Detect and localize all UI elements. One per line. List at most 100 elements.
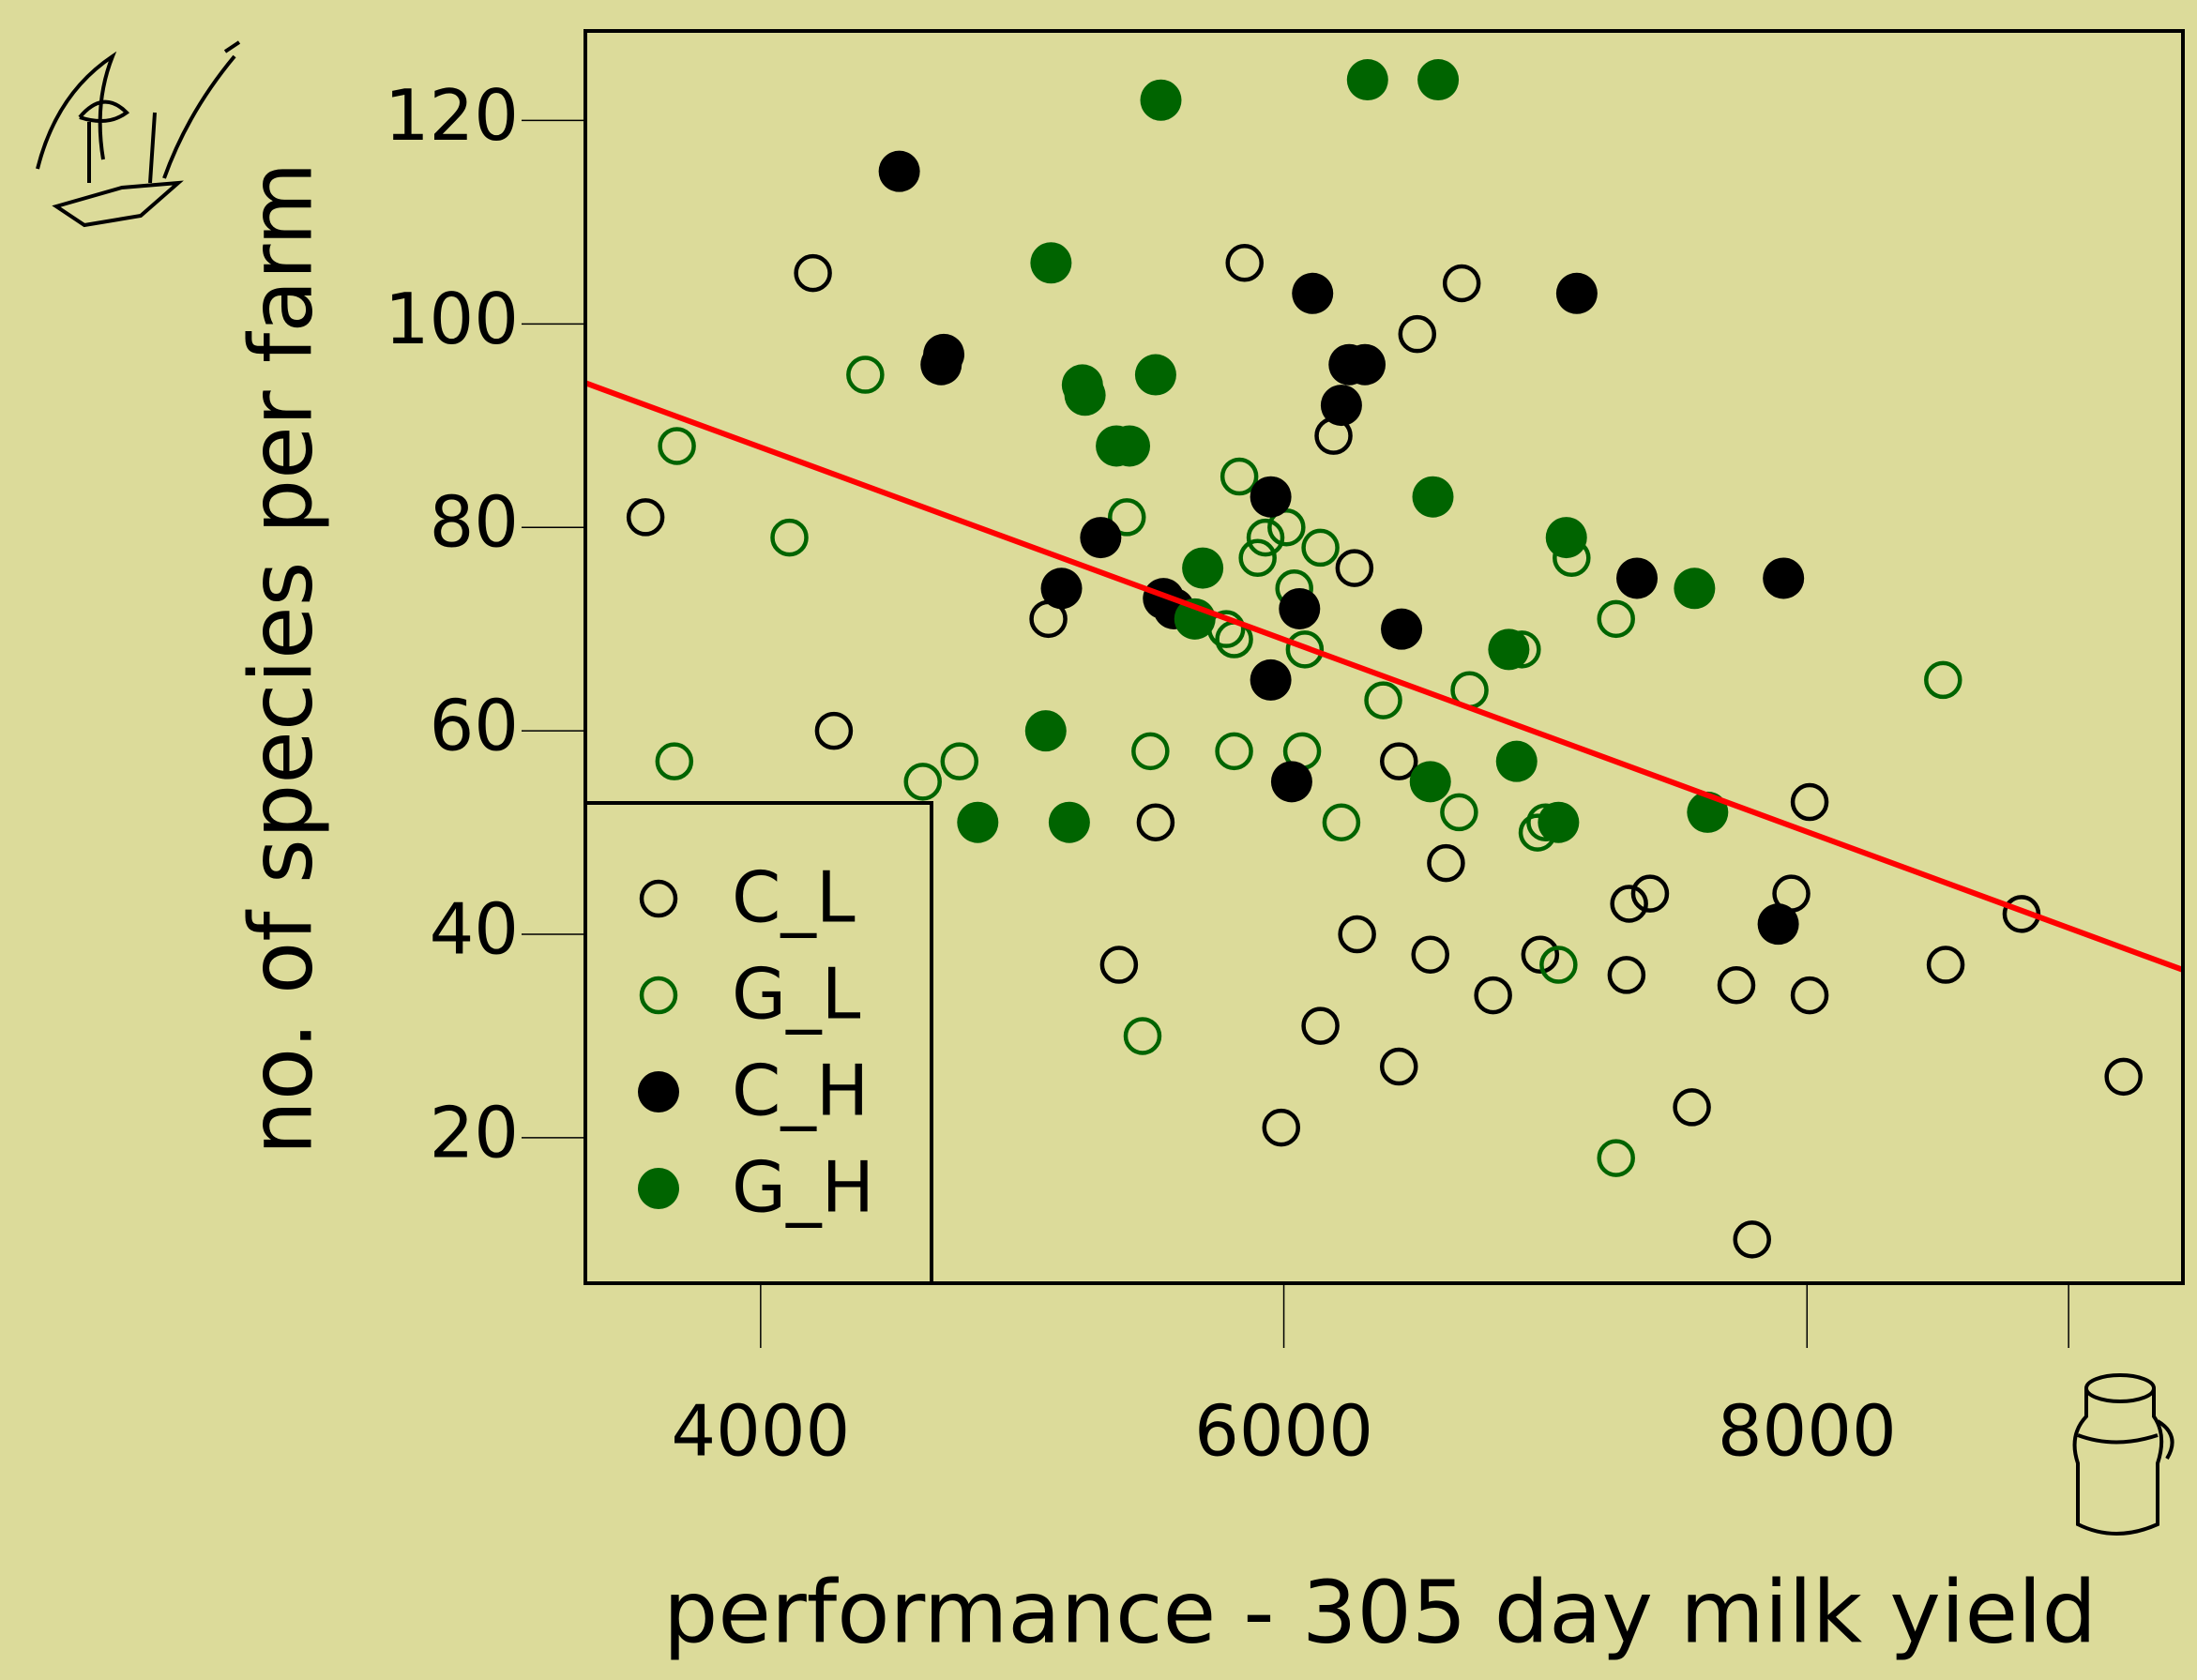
point [1109,425,1151,467]
point [1279,587,1321,629]
point [1380,1047,1418,1086]
legend-symbol [639,879,678,918]
y-axis-title: no. of species per farm [231,162,331,1156]
point [1442,264,1481,303]
point [1335,549,1374,587]
point [1048,801,1090,843]
point [1763,557,1805,599]
point [878,150,920,192]
point [1267,507,1306,547]
point [1322,803,1361,841]
point [940,742,979,780]
x-tick-label: 8000 [1718,1390,1897,1473]
point [1338,915,1376,954]
point [1225,244,1264,282]
point [1099,946,1139,984]
point [903,763,942,801]
legend-label: C_H [732,1050,869,1132]
point [1140,79,1182,121]
point [626,498,665,537]
point [1597,599,1635,639]
y-tick-label: 80 [430,481,519,564]
point [1380,742,1418,780]
point [1080,517,1122,559]
x-tick-label: 4000 [671,1390,850,1473]
point [1262,1108,1301,1147]
point [658,427,696,465]
y-tick-label: 60 [430,685,519,767]
x-tick-label: 6000 [1194,1390,1373,1473]
point [1674,568,1716,610]
point [1790,782,1829,822]
point [1539,946,1578,984]
point [1630,874,1670,913]
legend-label: G_H [732,1146,874,1229]
point [2104,1057,2143,1097]
point [957,801,999,843]
point [814,711,854,750]
point [1412,476,1454,518]
point [1381,608,1423,650]
y-tick-label: 100 [385,278,519,360]
legend-label: G_L [732,953,861,1036]
point [1131,732,1170,771]
point [1136,803,1175,841]
point [1134,354,1176,396]
point [1344,343,1386,386]
point [1292,272,1334,314]
point [1610,885,1648,923]
point [1040,568,1083,610]
point [794,253,832,293]
point [1607,956,1646,994]
point [1215,732,1253,771]
y-tick-label: 40 [430,888,519,971]
point [1790,976,1829,1015]
point [1417,59,1460,101]
point [1270,761,1312,803]
point [1733,1220,1771,1259]
legend-label: C_L [732,856,856,939]
x-axis-title: performance - 305 day milk yield [663,1562,2097,1662]
legend-symbol [638,1168,679,1209]
point [846,356,885,394]
point [1538,801,1580,843]
point [1346,59,1388,101]
point [1717,965,1756,1005]
point [1398,314,1437,354]
point [1123,1017,1162,1055]
point [770,518,809,557]
point [655,742,694,780]
legend-symbol [639,976,678,1015]
point [1616,557,1659,599]
point [1597,1139,1635,1177]
point [1411,935,1449,974]
point [1250,476,1292,518]
point [1220,457,1259,496]
point [1238,538,1277,578]
point [1521,935,1560,974]
point [1107,498,1146,537]
plot-frame [583,29,2185,1285]
point [1024,710,1067,752]
point [1555,272,1598,314]
point [1301,1006,1340,1045]
point [1364,681,1402,719]
y-tick-label: 20 [430,1091,519,1173]
legend-box [583,801,933,1285]
point [1427,843,1465,883]
point [1030,242,1072,284]
point [1673,1088,1711,1127]
point [1182,547,1224,589]
fit-line [583,380,2185,973]
point [1285,630,1325,669]
milk-can-icon [2072,1373,2174,1536]
point [1926,946,1965,984]
point [923,333,965,375]
point [1301,528,1340,568]
point [1488,628,1530,671]
point [1757,903,1799,946]
point [1474,976,1512,1015]
legend-symbol [638,1071,679,1112]
